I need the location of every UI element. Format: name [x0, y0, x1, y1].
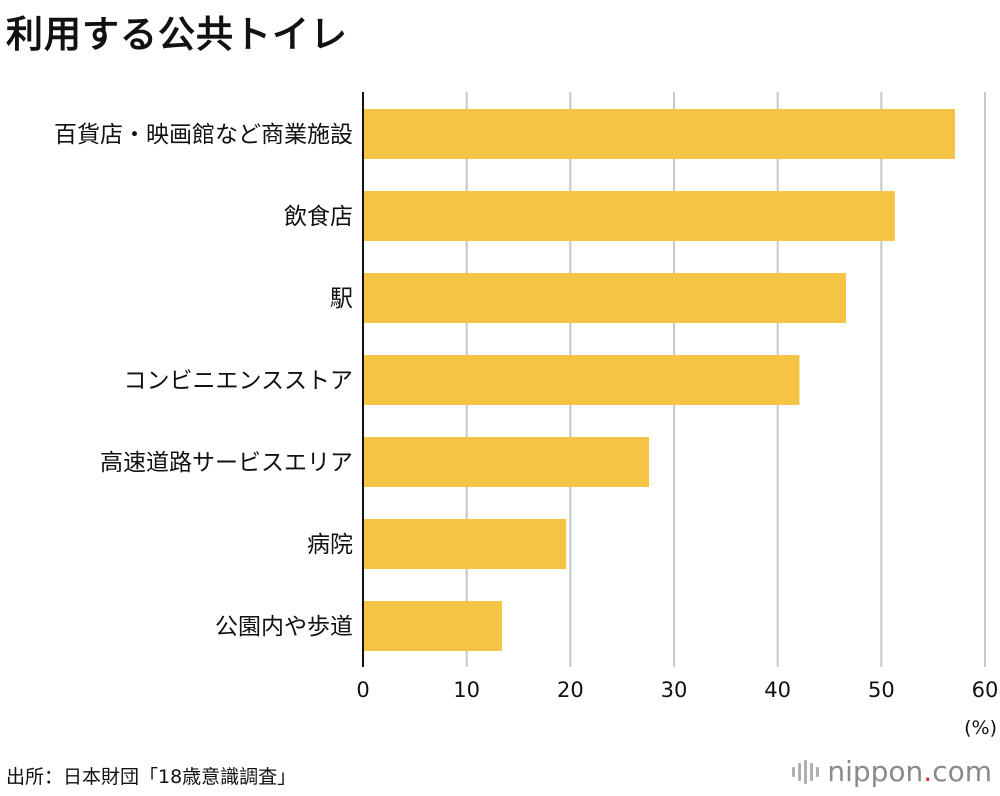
- bar: [363, 601, 502, 651]
- logo-dot: .: [923, 755, 933, 788]
- x-tick-labels: 0 10 20 30 40 50 60: [356, 678, 998, 702]
- x-tick-label: 20: [557, 678, 584, 702]
- bar: [363, 355, 800, 405]
- logo-text-suffix: com: [932, 755, 992, 788]
- x-tick-label: 40: [764, 678, 791, 702]
- x-tick-label: 60: [972, 678, 999, 702]
- x-tick-label: 50: [868, 678, 895, 702]
- chart-title: 利用する公共トイレ: [6, 13, 348, 56]
- category-label: コンビニエンスストア: [123, 368, 353, 394]
- logo-bars-icon: [792, 759, 820, 784]
- unit-label: (%): [964, 717, 997, 739]
- bar: [363, 273, 847, 323]
- bar: [363, 519, 567, 569]
- category-labels: 百貨店・映画館など商業施設飲食店駅コンビニエンスストア高速道路サービスエリア病院…: [54, 122, 353, 640]
- x-tick-label: 30: [661, 678, 688, 702]
- category-label: 高速道路サービスエリア: [100, 450, 353, 476]
- source-note: 出所：日本財団「18歳意識調査」: [6, 766, 297, 788]
- bar: [363, 437, 650, 487]
- bar: [363, 191, 895, 241]
- x-tick-label: 10: [453, 678, 480, 702]
- category-label: 病院: [307, 532, 353, 558]
- category-label: 駅: [330, 286, 353, 312]
- category-label: 百貨店・映画館など商業施設: [54, 122, 353, 148]
- bar: [363, 109, 955, 159]
- nippon-logo: nippon. com: [792, 755, 992, 788]
- x-tick-label: 0: [356, 678, 369, 702]
- bars: [363, 109, 955, 651]
- logo-text-main: nippon: [827, 755, 924, 788]
- category-label: 公園内や歩道: [215, 614, 353, 640]
- category-label: 飲食店: [284, 204, 353, 230]
